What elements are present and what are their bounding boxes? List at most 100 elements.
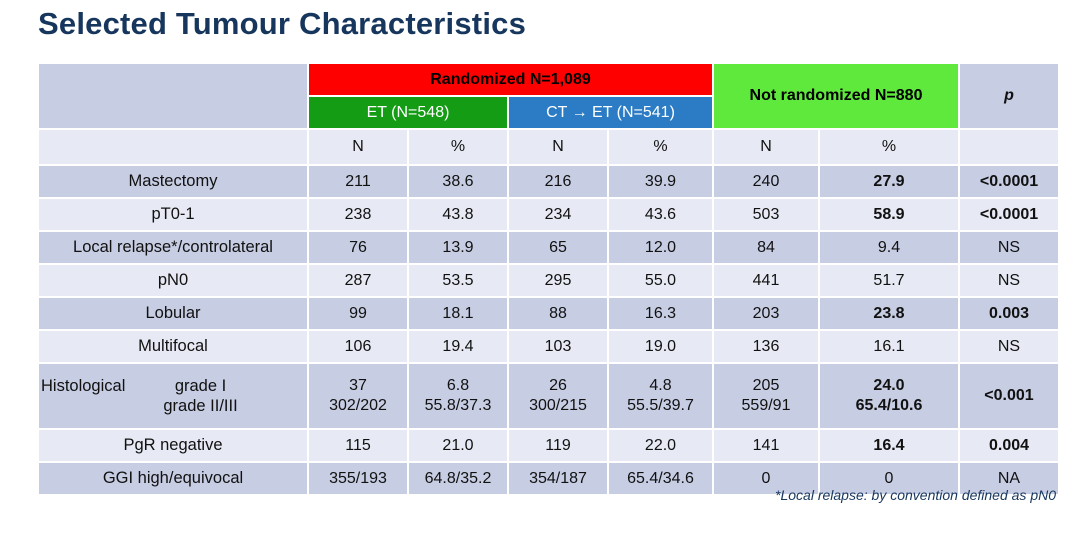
- table-row: pN0 287 53.5 295 55.0 441 51.7 NS: [37, 263, 1060, 298]
- row-label: Histological grade I grade II/III: [37, 362, 309, 430]
- data-cell: 27.9: [818, 164, 960, 199]
- p-value-cell: NS: [958, 263, 1060, 298]
- data-cell: 65: [507, 230, 609, 265]
- data-cell: 203: [712, 296, 820, 331]
- data-cell: 55.0: [607, 263, 714, 298]
- data-cell: 234: [507, 197, 609, 232]
- data-cell: 22.0: [607, 428, 714, 463]
- row-label: pN0: [37, 263, 309, 298]
- data-cell: 24.0 65.4/10.6: [818, 362, 960, 430]
- data-cell: 216: [507, 164, 609, 199]
- data-cell: 43.8: [407, 197, 509, 232]
- data-cell: 23.8: [818, 296, 960, 331]
- p-value-cell: NA: [958, 461, 1060, 496]
- data-cell: 119: [507, 428, 609, 463]
- data-cell: 19.4: [407, 329, 509, 364]
- data-cell: 19.0: [607, 329, 714, 364]
- data-cell: 64.8/35.2: [407, 461, 509, 496]
- subheader-n-notrand: N: [712, 128, 820, 166]
- data-cell: 287: [307, 263, 409, 298]
- p-value-cell: <0.0001: [958, 164, 1060, 199]
- data-cell: 26 300/215: [507, 362, 609, 430]
- row-label: GGI high/equivocal: [37, 461, 309, 496]
- data-cell: 51.7: [818, 263, 960, 298]
- data-cell: 84: [712, 230, 820, 265]
- table-row: PgR negative 115 21.0 119 22.0 141 16.4 0.004: [37, 428, 1060, 463]
- p-value-cell: NS: [958, 329, 1060, 364]
- p-value-cell: NS: [958, 230, 1060, 265]
- row-label: Lobular: [37, 296, 309, 331]
- data-cell: 295: [507, 263, 609, 298]
- row-label: Multifocal: [37, 329, 309, 364]
- header-randomized: Randomized N=1,089: [307, 62, 714, 97]
- data-cell: 0: [818, 461, 960, 496]
- data-cell: 441: [712, 263, 820, 298]
- header-et-arm: ET (N=548): [307, 95, 509, 130]
- data-cell: 38.6: [407, 164, 509, 199]
- data-cell: 9.4: [818, 230, 960, 265]
- data-cell: 65.4/34.6: [607, 461, 714, 496]
- data-cell: 355/193: [307, 461, 409, 496]
- data-cell: 115: [307, 428, 409, 463]
- data-cell: 16.1: [818, 329, 960, 364]
- p-value-cell: <0.001: [958, 362, 1060, 430]
- p-value-cell: 0.004: [958, 428, 1060, 463]
- data-cell: 43.6: [607, 197, 714, 232]
- row-label: pT0-1: [37, 197, 309, 232]
- data-cell: 103: [507, 329, 609, 364]
- table-row: Multifocal 106 19.4 103 19.0 136 16.1 NS: [37, 329, 1060, 364]
- p-value-cell: <0.0001: [958, 197, 1060, 232]
- data-cell: 21.0: [407, 428, 509, 463]
- data-cell: 205 559/91: [712, 362, 820, 430]
- table-row: GGI high/equivocal 355/193 64.8/35.2 354/18…: [37, 461, 1060, 496]
- subheader-p-blank: [958, 128, 1060, 166]
- table-row: pT0-1 238 43.8 234 43.6 503 58.9 <0.0001: [37, 197, 1060, 232]
- subheader-pct-ctet: %: [607, 128, 714, 166]
- data-cell: 240: [712, 164, 820, 199]
- table-row: Mastectomy 211 38.6 216 39.9 240 27.9 <0.0001: [37, 164, 1060, 199]
- subheader-blank: [37, 128, 309, 166]
- data-cell: 106: [307, 329, 409, 364]
- data-cell: 211: [307, 164, 409, 199]
- data-cell: 12.0: [607, 230, 714, 265]
- data-cell: 136: [712, 329, 820, 364]
- data-cell: 58.9: [818, 197, 960, 232]
- data-cell: 18.1: [407, 296, 509, 331]
- data-cell: 16.4: [818, 428, 960, 463]
- row-label: PgR negative: [37, 428, 309, 463]
- data-cell: 37 302/202: [307, 362, 409, 430]
- data-cell: 354/187: [507, 461, 609, 496]
- data-cell: 13.9: [407, 230, 509, 265]
- table-row: Local relapse*/controlateral 76 13.9 65 12.0…: [37, 230, 1060, 265]
- data-cell: 238: [307, 197, 409, 232]
- table-body: Mastectomy 211 38.6 216 39.9 240 27.9 <0.0001 pT…: [37, 164, 1060, 496]
- row-label: Local relapse*/controlateral: [37, 230, 309, 265]
- data-cell: 16.3: [607, 296, 714, 331]
- data-cell: 503: [712, 197, 820, 232]
- data-cell: 141: [712, 428, 820, 463]
- data-cell: 99: [307, 296, 409, 331]
- data-cell: 88: [507, 296, 609, 331]
- tumour-characteristics-table: Randomized N=1,089 Not randomized N=880 …: [37, 62, 1060, 496]
- footnote: *Local relapse: by convention defined as…: [775, 487, 1056, 503]
- table-row: Histological grade I grade II/III 37 302/2…: [37, 362, 1060, 430]
- p-value-cell: 0.003: [958, 296, 1060, 331]
- subheader-pct-et: %: [407, 128, 509, 166]
- subheader-pct-notrand: %: [818, 128, 960, 166]
- data-cell: 6.8 55.8/37.3: [407, 362, 509, 430]
- page-title: Selected Tumour Characteristics: [38, 6, 527, 41]
- header-p-value: p: [958, 62, 1060, 130]
- data-cell: 39.9: [607, 164, 714, 199]
- data-cell: 0: [712, 461, 820, 496]
- table-row: Lobular 99 18.1 88 16.3 203 23.8 0.003: [37, 296, 1060, 331]
- header-corner-cell: [37, 62, 309, 130]
- data-cell: 76: [307, 230, 409, 265]
- row-label: Mastectomy: [37, 164, 309, 199]
- header-ct-et-arm: CT → ET (N=541): [507, 95, 714, 130]
- header-not-randomized: Not randomized N=880: [712, 62, 960, 130]
- subheader-n-ctet: N: [507, 128, 609, 166]
- data-cell: 53.5: [407, 263, 509, 298]
- data-cell: 4.8 55.5/39.7: [607, 362, 714, 430]
- subheader-n-et: N: [307, 128, 409, 166]
